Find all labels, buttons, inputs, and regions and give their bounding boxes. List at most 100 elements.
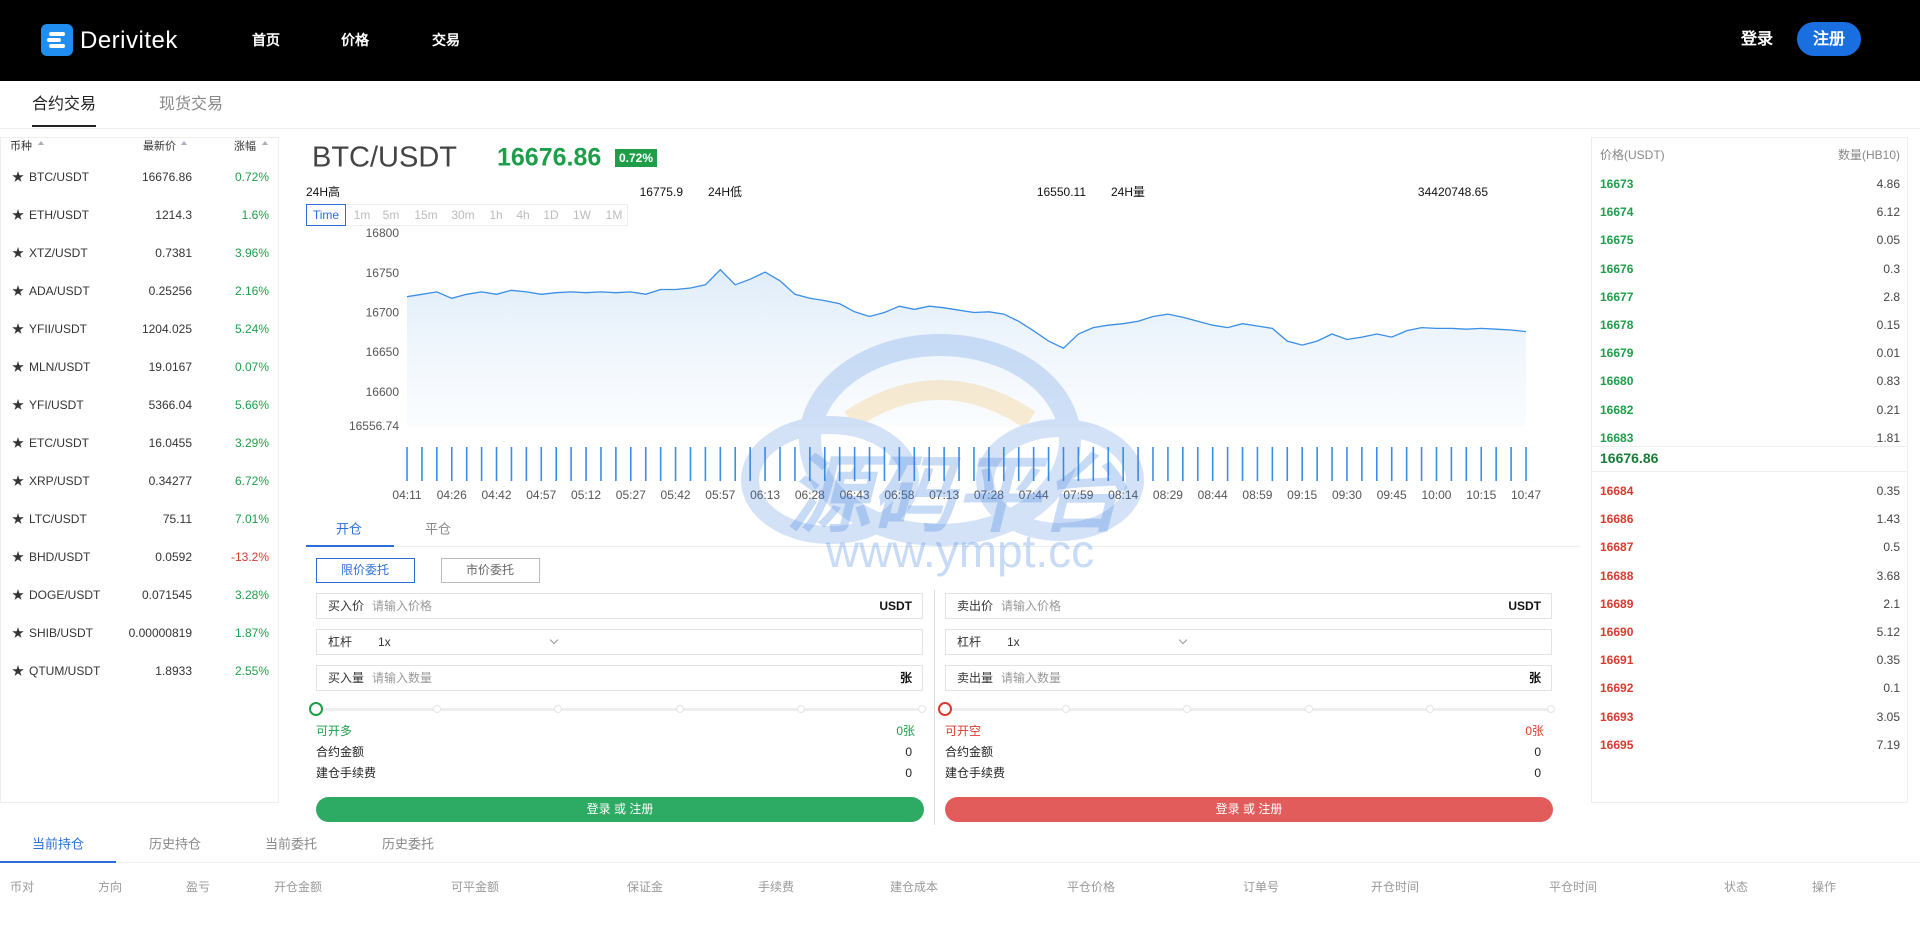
- slider-dot: [1305, 705, 1313, 713]
- volume-bar: [555, 447, 557, 481]
- interval-button[interactable]: 30m: [451, 208, 475, 222]
- logo-icon: [41, 24, 73, 56]
- watermark-cloud: [741, 334, 1144, 546]
- ask-price: 16674: [1600, 205, 1634, 220]
- ask-qty: 2.8: [1883, 289, 1900, 304]
- positions-tab[interactable]: 当前持仓: [31, 836, 85, 852]
- interval-button[interactable]: 1m: [353, 208, 371, 222]
- nav-link[interactable]: 首页: [252, 32, 280, 48]
- volume-bar: [659, 447, 662, 481]
- interval-button[interactable]: 1W: [573, 208, 591, 222]
- market-pair[interactable]: ETH/USDT: [29, 208, 89, 222]
- interval-button[interactable]: 15m: [414, 208, 438, 222]
- order-type: 市价委托: [465, 563, 515, 577]
- tab[interactable]: 合约交易: [31, 96, 97, 113]
- interval-button[interactable]: 1h: [489, 208, 503, 222]
- slider-dot: [554, 705, 562, 713]
- trade-tab[interactable]: 平仓: [424, 521, 452, 537]
- submit-button[interactable]: [945, 797, 1553, 822]
- input-label: 卖出价: [957, 599, 994, 613]
- market-change: 6.72%: [234, 474, 269, 488]
- market-price: 16.0455: [148, 436, 192, 450]
- positions-tab[interactable]: 当前委托: [264, 836, 318, 852]
- interval-active[interactable]: [306, 204, 346, 226]
- market-pair[interactable]: ADA/USDT: [29, 284, 90, 298]
- bid-price: 16690: [1600, 625, 1634, 639]
- volume-bar: [704, 447, 707, 481]
- bid-qty: 5.12: [1876, 625, 1900, 639]
- pair-title: BTC/USDT: [312, 141, 457, 174]
- market-pair[interactable]: BHD/USDT: [29, 550, 91, 564]
- sort-icon: [262, 141, 268, 145]
- fee-value: 0: [1534, 766, 1541, 780]
- interval-button[interactable]: 4h: [516, 208, 530, 222]
- trade-tab[interactable]: 开仓: [335, 521, 363, 537]
- input-box[interactable]: [945, 629, 1552, 655]
- positions-column: 建仓成本: [890, 880, 939, 894]
- interval-button[interactable]: Time: [312, 208, 340, 222]
- market-pair[interactable]: YFI/USDT: [29, 398, 84, 412]
- x-tick-label: 04:11: [392, 488, 421, 502]
- volume-bar: [734, 447, 737, 481]
- input-box[interactable]: [316, 629, 923, 655]
- market-pair[interactable]: YFII/USDT: [29, 322, 88, 336]
- market-pair[interactable]: BTC/USDT: [29, 170, 89, 184]
- positions-column: 保证金: [627, 880, 664, 894]
- limit-order-button[interactable]: [316, 558, 415, 583]
- volume-bar: [749, 447, 751, 481]
- interval-button[interactable]: 5m: [382, 208, 400, 222]
- volume-bar: [570, 447, 572, 481]
- interval-button[interactable]: 1D: [543, 208, 559, 222]
- interval-button[interactable]: 1M: [605, 208, 623, 222]
- market-order-button[interactable]: [441, 558, 540, 583]
- ask-qty: 6.12: [1876, 205, 1900, 220]
- positions-tab[interactable]: 历史持仓: [148, 836, 202, 852]
- input-box[interactable]: [316, 593, 923, 619]
- input-box[interactable]: [945, 665, 1552, 691]
- tab[interactable]: 现货交易: [158, 96, 224, 113]
- login-link[interactable]: 登录: [1740, 31, 1774, 48]
- stat-label: 24H量: [1111, 185, 1146, 199]
- slider-knob[interactable]: [938, 702, 952, 716]
- market-pair[interactable]: ETC/USDT: [29, 436, 89, 450]
- slider-knob[interactable]: [309, 702, 323, 716]
- market-pair[interactable]: XTZ/USDT: [29, 246, 88, 260]
- bid-price: 16692: [1600, 681, 1634, 696]
- volume-bar: [436, 447, 438, 481]
- order-type: 限价委托: [340, 563, 390, 577]
- star-icon: [12, 589, 24, 600]
- input-box[interactable]: [316, 665, 923, 691]
- positions-tab[interactable]: 历史委托: [381, 836, 435, 852]
- x-tick-label: 07:44: [1019, 488, 1049, 502]
- volume-bar: [1137, 447, 1139, 481]
- nav-link[interactable]: 交易: [432, 32, 460, 48]
- slider-dot: [797, 705, 805, 713]
- ask-qty: 0.15: [1876, 318, 1900, 332]
- submit-button[interactable]: [316, 797, 924, 822]
- market-pair[interactable]: XRP/USDT: [29, 474, 90, 488]
- market-pair[interactable]: LTC/USDT: [29, 512, 87, 526]
- x-tick-label: 08:14: [1108, 488, 1138, 502]
- nav-link[interactable]: 价格: [341, 32, 369, 48]
- volume-bar: [1226, 447, 1229, 481]
- input-placeholder: 请输入数量: [1001, 671, 1062, 685]
- volume-bar: [898, 447, 901, 481]
- volume-bar: [1032, 447, 1035, 481]
- market-change: 2.16%: [234, 284, 269, 298]
- market-pair[interactable]: QTUM/USDT: [29, 664, 101, 678]
- volume-bar: [1420, 447, 1423, 481]
- market-pair[interactable]: MLN/USDT: [29, 360, 91, 374]
- x-tick-label: 10:00: [1421, 488, 1451, 502]
- y-tick-label: 16650: [366, 345, 400, 359]
- input-unit: USDT: [879, 599, 912, 613]
- ask-price: 16680: [1600, 374, 1634, 389]
- input-unit: 张: [1528, 671, 1541, 685]
- market-pair[interactable]: SHIB/USDT: [29, 626, 94, 640]
- x-tick-label: 08:44: [1198, 488, 1228, 502]
- market-pair[interactable]: DOGE/USDT: [29, 588, 101, 602]
- input-box[interactable]: [945, 593, 1552, 619]
- ask-price: 16682: [1600, 402, 1634, 417]
- market-column: 最新价: [143, 140, 176, 153]
- register-button[interactable]: [1797, 22, 1861, 56]
- market-price: 0.34277: [148, 474, 192, 488]
